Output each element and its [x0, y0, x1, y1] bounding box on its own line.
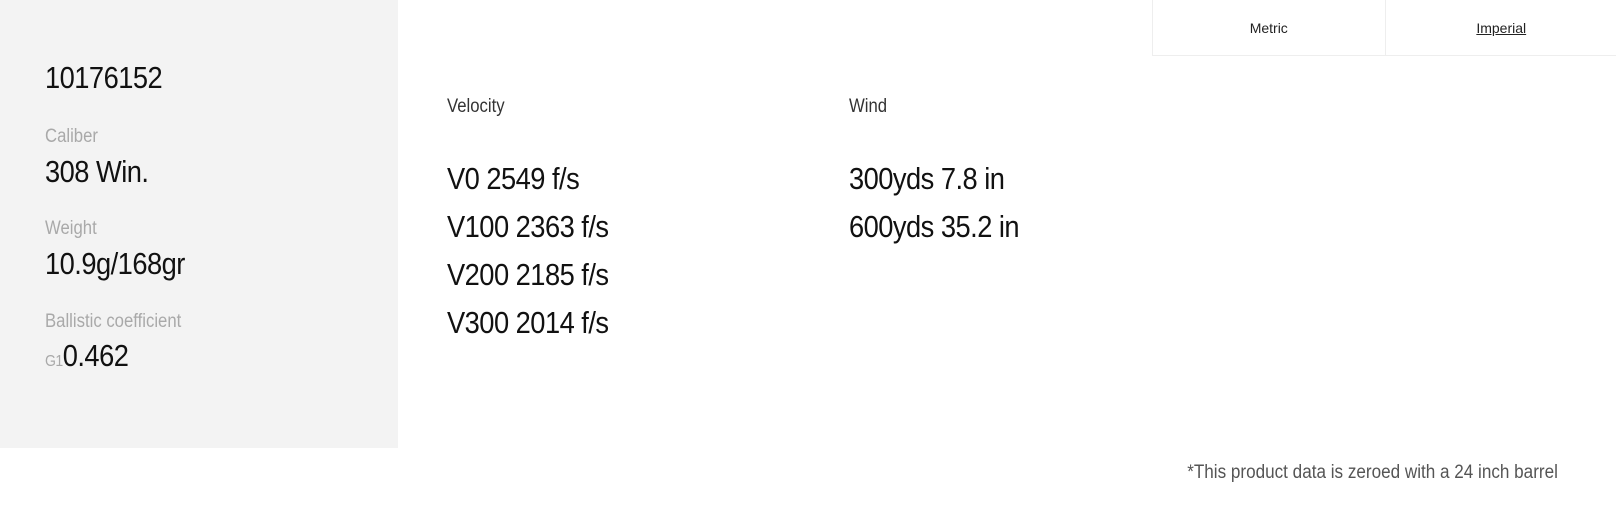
wind-row: 600yds 35.2 in	[849, 209, 1020, 244]
weight-label: Weight	[45, 218, 97, 239]
velocity-row: V200 2185 f/s	[447, 257, 609, 292]
velocity-row: V100 2363 f/s	[447, 209, 609, 244]
weight-value: 10.9g/168gr	[45, 246, 185, 281]
bc-value: G10.462	[45, 338, 129, 374]
caliber-value: 308 Win.	[45, 154, 149, 189]
caliber-label: Caliber	[45, 126, 98, 147]
wind-title: Wind	[849, 96, 888, 117]
velocity-row: V300 2014 f/s	[447, 305, 609, 340]
bc-prefix: G1	[45, 353, 63, 370]
tab-metric[interactable]: Metric	[1249, 19, 1288, 36]
product-id: 10176152	[45, 60, 163, 95]
velocity-title: Velocity	[447, 96, 505, 117]
bc-label: Ballistic coefficient	[45, 311, 182, 332]
wind-row: 300yds 7.8 in	[849, 161, 1005, 196]
bc-number: 0.462	[62, 338, 129, 373]
footnote: *This product data is zeroed with a 24 i…	[1187, 462, 1558, 483]
product-summary-panel: 10176152 Caliber 308 Win. Weight 10.9g/1…	[0, 0, 398, 448]
unit-toggle: Metric Imperial	[1152, 0, 1616, 56]
tab-imperial[interactable]: Imperial	[1384, 0, 1616, 55]
velocity-row: V0 2549 f/s	[447, 161, 580, 196]
